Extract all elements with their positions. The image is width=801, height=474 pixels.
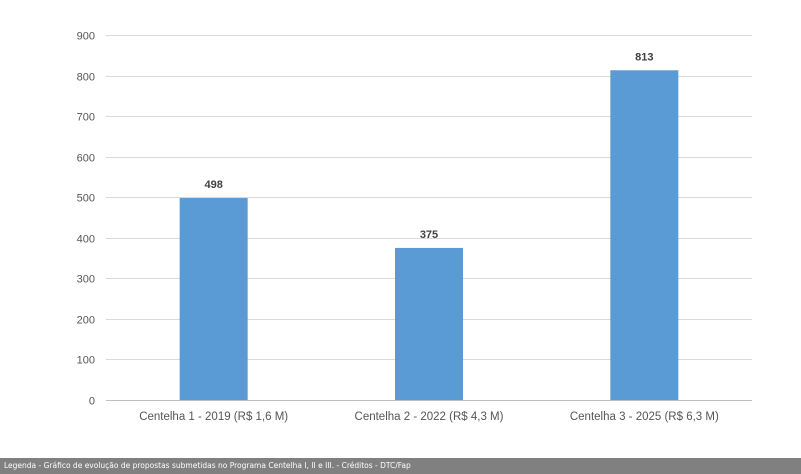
- bar-chart: 0 100 200 300 400 500 600 700 800 900 498 375 813 C…: [77, 31, 752, 423]
- x-axis-category-labels: Centelha 1 - 2019 (R$ 1,6 M) Centelha 2 -…: [139, 411, 719, 423]
- bar: [395, 247, 463, 400]
- bar: [179, 198, 248, 400]
- category-label: Centelha 3 - 2025 (R$ 6,3 M): [570, 411, 719, 423]
- category-label: Centelha 1 - 2019 (R$ 1,6 M): [139, 411, 288, 423]
- category-label: Centelha 2 - 2022 (R$ 4,3 M): [355, 411, 504, 423]
- y-tick-label: 500: [77, 193, 95, 205]
- y-tick-label: 600: [77, 153, 95, 165]
- y-tick-label: 100: [77, 355, 95, 367]
- y-axis-tick-labels: 0 100 200 300 400 500 600 700 800 900: [77, 31, 95, 408]
- bars: [179, 70, 679, 401]
- y-tick-label: 300: [77, 274, 95, 286]
- y-tick-label: 0: [89, 396, 95, 408]
- y-tick-label: 700: [77, 112, 95, 124]
- data-labels: 498 375 813: [204, 51, 653, 241]
- bar-value-label: 813: [635, 51, 653, 63]
- image-caption: Legenda - Gráfico de evolução de propost…: [0, 458, 801, 474]
- bar-value-label: 498: [204, 179, 222, 191]
- y-tick-label: 200: [77, 315, 95, 327]
- y-tick-label: 900: [77, 31, 95, 43]
- y-tick-label: 800: [77, 72, 95, 84]
- chart-area: 0 100 200 300 400 500 600 700 800 900 498 375 813 C…: [77, 31, 752, 423]
- y-tick-label: 400: [77, 234, 95, 246]
- bar: [610, 70, 679, 401]
- bar-value-label: 375: [420, 229, 438, 241]
